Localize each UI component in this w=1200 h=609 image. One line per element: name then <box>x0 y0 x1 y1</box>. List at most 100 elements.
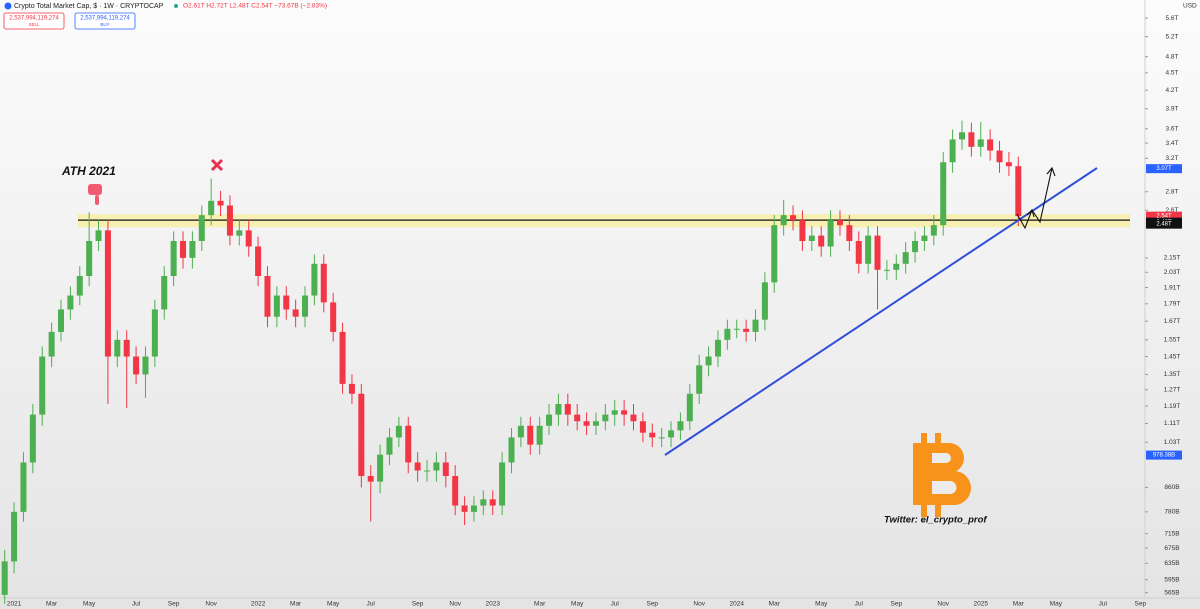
y-tick-label: 4.5T <box>1165 70 1178 77</box>
y-tick-label: 1.79T <box>1164 301 1181 308</box>
candle-body <box>658 437 665 439</box>
candle-body <box>827 220 834 247</box>
x-tick-label: Sep <box>891 601 903 608</box>
arrow-head <box>1046 166 1056 177</box>
candle-body <box>226 205 233 236</box>
candle-body <box>264 276 271 317</box>
candle-body <box>649 432 656 438</box>
y-tick-label: 860B <box>1164 484 1179 491</box>
y-tick-label: 4.8T <box>1165 53 1178 60</box>
candle-body <box>104 230 111 357</box>
candle-body <box>11 511 18 562</box>
y-tick-label: 1.55T <box>1164 337 1181 344</box>
y-tick-label: 1.03T <box>1164 439 1181 446</box>
y-tick-label: 5.2T <box>1165 33 1178 40</box>
currency: USD <box>1183 3 1197 10</box>
candle-body <box>968 132 975 147</box>
candle-body <box>630 414 637 422</box>
candle-body <box>883 269 890 271</box>
x-tick-label: Mar <box>534 601 546 608</box>
candle-body <box>330 302 337 332</box>
ohlc: O2.61T H2.72T L2.48T C2.54T −73.67B (−2.… <box>183 3 327 10</box>
candle-body <box>123 339 130 357</box>
candle-body <box>76 276 83 296</box>
buy-button[interactable] <box>74 12 136 30</box>
price-tag <box>1146 219 1182 229</box>
y-tick-label: 1.35T <box>1164 371 1181 378</box>
candle-body <box>949 139 956 163</box>
candle-body <box>461 505 468 512</box>
buy-label: BUY <box>100 22 109 27</box>
candle-body <box>283 295 290 310</box>
candle-body <box>930 225 937 236</box>
status-dot <box>174 4 178 8</box>
x-tick-label: 2022 <box>251 601 266 608</box>
candle-body <box>20 462 27 512</box>
y-tick-label: 1.19T <box>1164 403 1181 410</box>
y-tick-label: 1.27T <box>1164 386 1181 393</box>
y-tick-label: 635B <box>1164 560 1179 567</box>
sell-button[interactable] <box>3 12 65 30</box>
y-tick-label: 3.2T <box>1165 155 1178 162</box>
x-tick-label: Sep <box>646 601 658 608</box>
y-tick-label: 715B <box>1164 530 1179 537</box>
axes: 5.6T 5.2T 4.8T 4.5T 4.2T 3.9T 3.6T 3.4T 3.2T 2.8T… <box>7 15 1182 608</box>
x-tick-label: Nov <box>205 601 217 608</box>
y-tick-label: 1.11T <box>1164 420 1180 427</box>
x-tick-label: Mar <box>769 601 781 608</box>
candle-body <box>546 414 553 426</box>
symbol-icon <box>4 2 12 10</box>
candle-body <box>743 328 750 332</box>
x-tick-label: May <box>815 601 828 608</box>
x-tick-label: Jul <box>367 601 376 608</box>
price-tag-label: 3.07T <box>1156 166 1172 172</box>
candle-body <box>1005 162 1012 167</box>
x-tick-label: Sep <box>412 601 424 608</box>
price-tag <box>1146 164 1182 174</box>
price-tag-label: 2.54T <box>1156 214 1172 220</box>
candle-body <box>836 220 843 226</box>
candle-body <box>67 295 74 310</box>
buy-price: 2,537,994,119,274 <box>80 16 130 22</box>
candle-body <box>180 240 187 258</box>
candle-body <box>696 365 703 394</box>
candle-body <box>733 328 740 330</box>
candle-body <box>855 240 862 264</box>
candle-body <box>133 356 140 375</box>
y-tick-label: 3.6T <box>1165 126 1178 133</box>
x-tick-label: Nov <box>693 601 705 608</box>
x-tick-label: Jul <box>611 601 620 608</box>
candle-body <box>311 263 318 296</box>
x-marker <box>210 158 224 172</box>
candle-body <box>499 462 506 506</box>
x-tick-label: 2023 <box>485 601 500 608</box>
candle-body <box>686 393 693 422</box>
candle-body <box>527 425 534 445</box>
candle-body <box>874 235 881 270</box>
y-tick-label: 565B <box>1164 589 1179 596</box>
candle-body <box>367 476 374 482</box>
candle-body <box>752 319 759 332</box>
sell-price: 2,537,994,119,274 <box>9 16 59 22</box>
candle-body <box>771 225 778 283</box>
candle-body <box>639 421 646 433</box>
candle-body <box>611 410 618 415</box>
y-tick-label: 2.15T <box>1164 255 1181 262</box>
y-tick-label: 675B <box>1164 545 1179 552</box>
candle-body <box>58 309 65 332</box>
candle-body <box>358 393 365 477</box>
candle-body <box>1015 166 1022 217</box>
candle-body <box>987 139 994 151</box>
candle-body <box>470 505 477 512</box>
y-tick-label: 3.4T <box>1165 140 1178 147</box>
y-tick-label: 780B <box>1164 509 1179 516</box>
candle-body <box>668 430 675 438</box>
candle-body <box>442 462 449 477</box>
candles <box>1 120 1022 604</box>
candle-body <box>489 499 496 506</box>
candle-body <box>198 215 205 241</box>
y-tick-label: 5.6T <box>1165 15 1178 22</box>
candle-body <box>255 246 262 277</box>
